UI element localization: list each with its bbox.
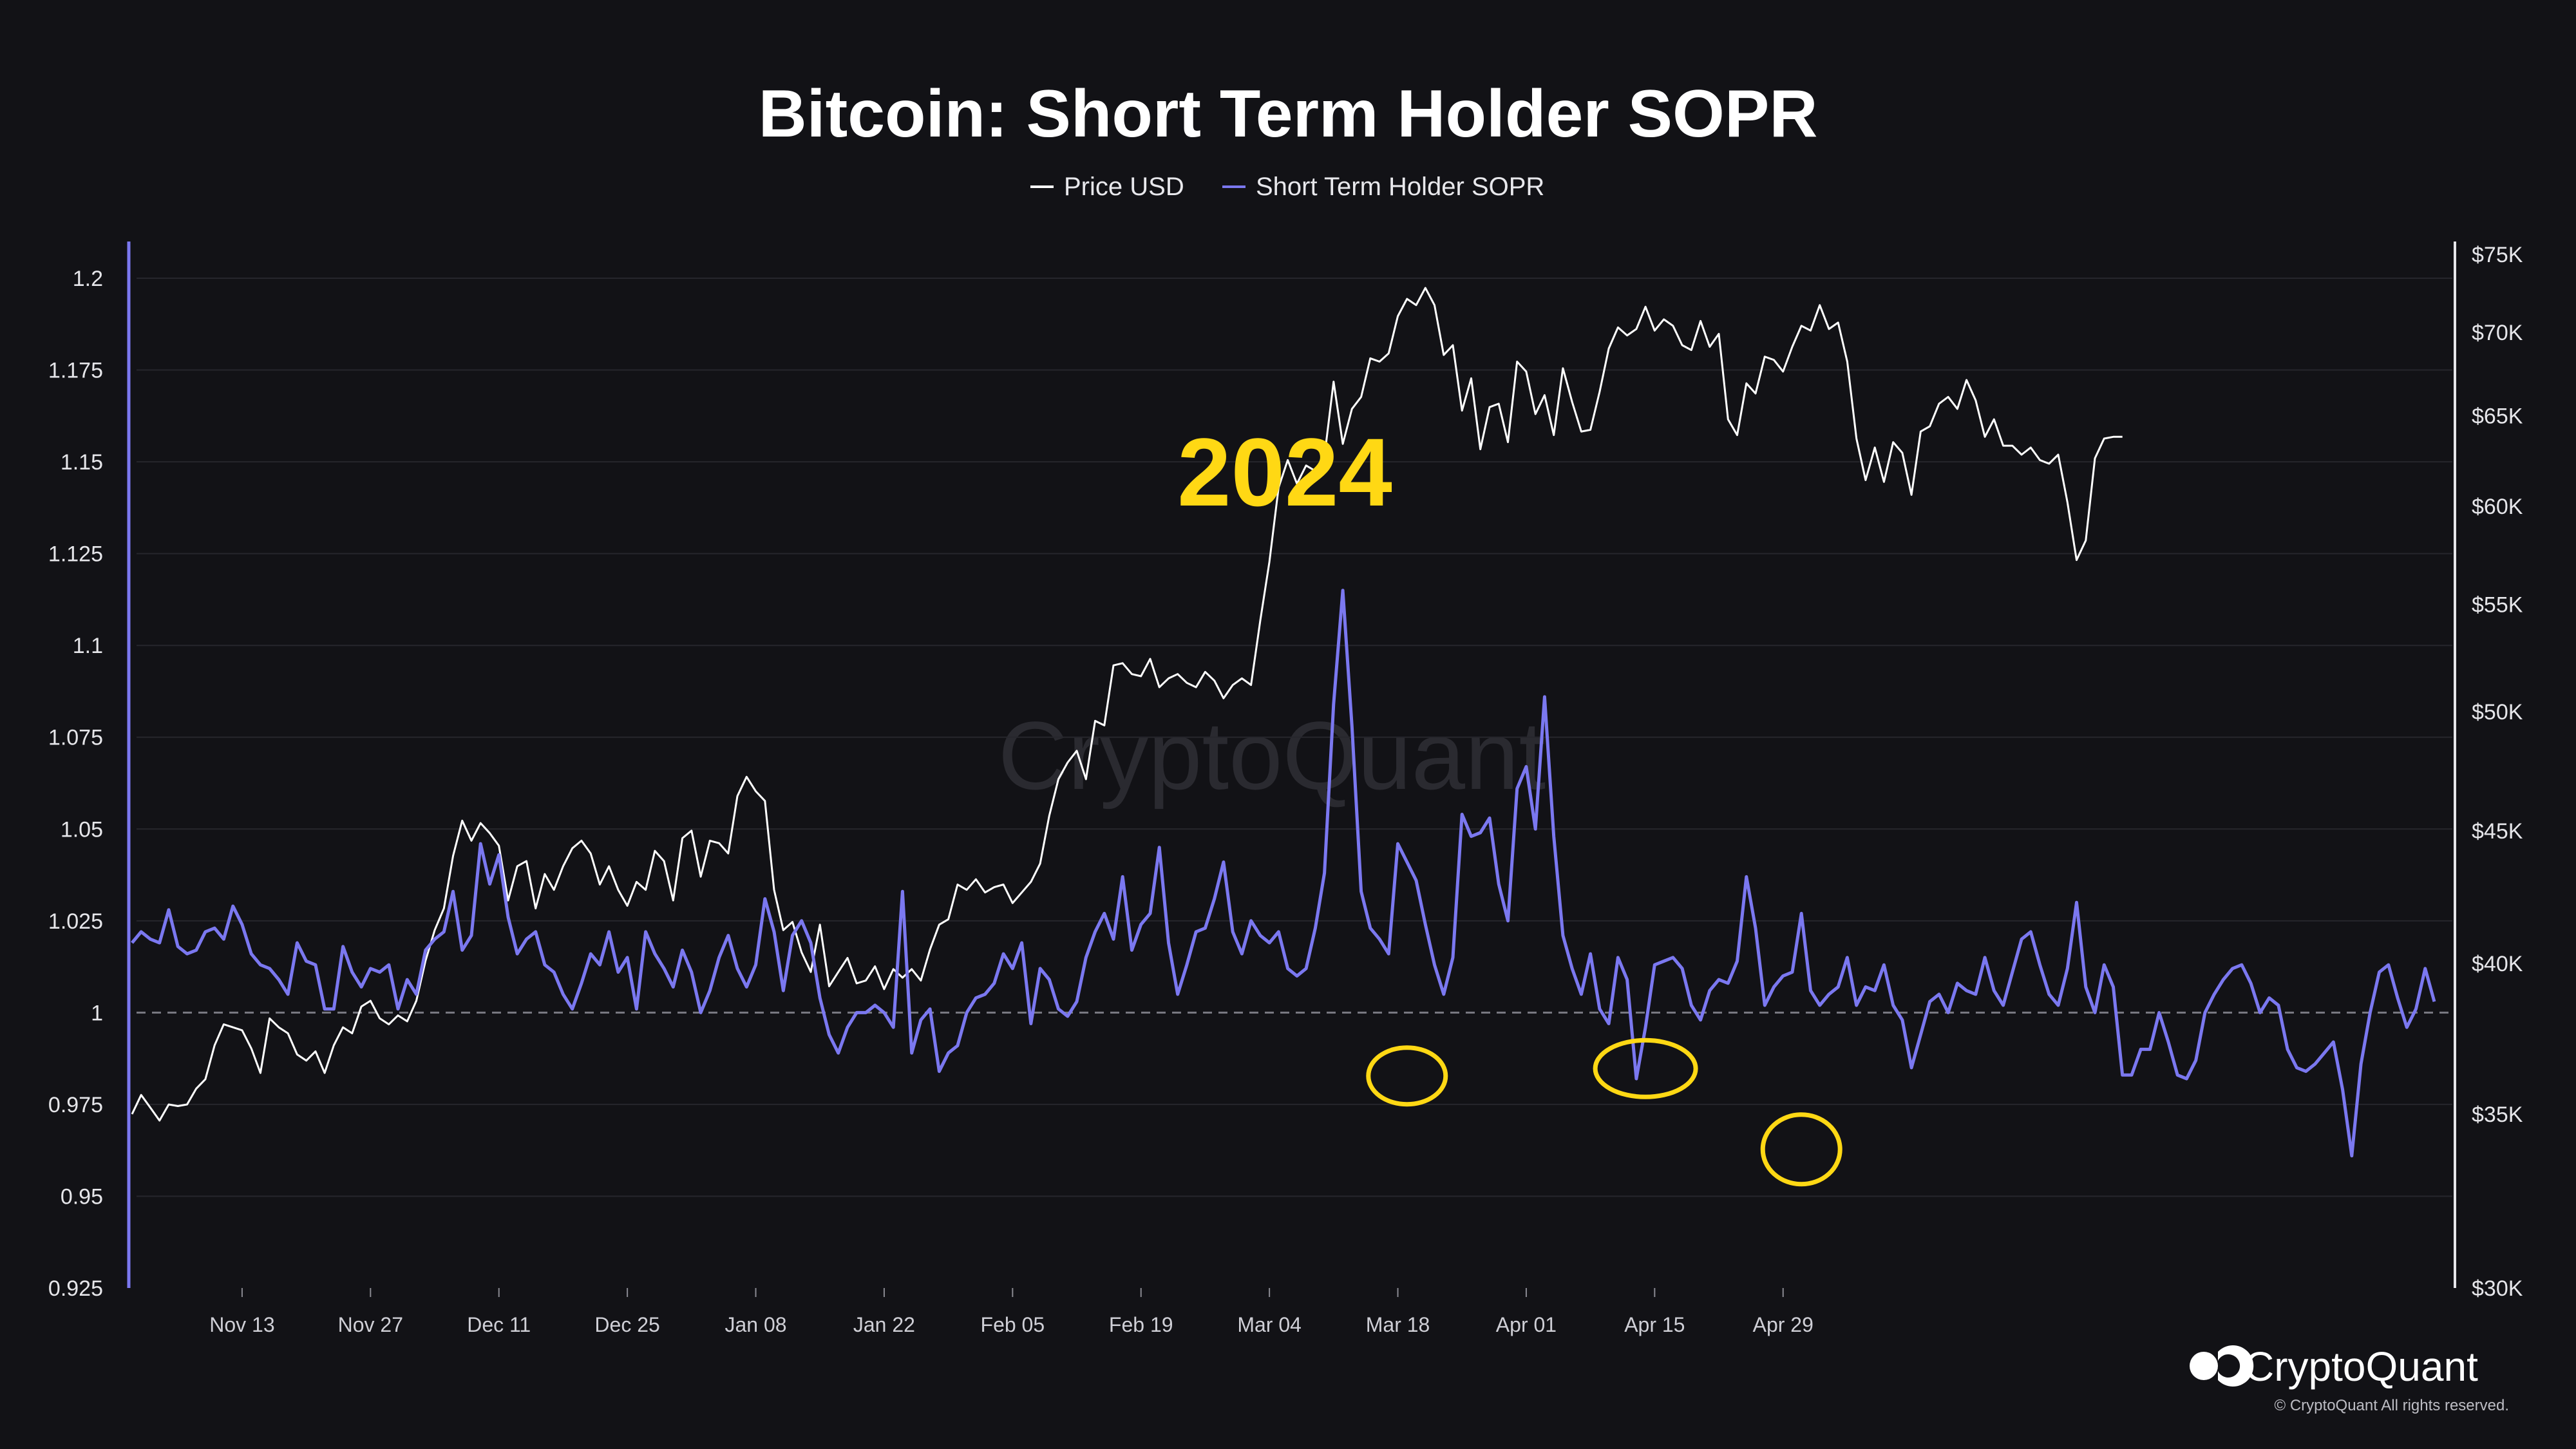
left-tick-label: 1 (91, 1001, 103, 1025)
right-tick-label: $70K (2472, 321, 2523, 345)
year-annotation: 2024 (1177, 418, 1392, 526)
right-tick-label: $75K (2472, 243, 2523, 267)
series-line-sopr (131, 589, 2436, 1158)
brand-logo-icon (2190, 1345, 2254, 1387)
highlight-circle-3 (1760, 1112, 1842, 1187)
left-tick-label: 1.15 (61, 450, 103, 475)
left-tick-label: 1.025 (48, 909, 103, 934)
x-tick-label: Nov 13 (209, 1313, 274, 1336)
x-tick-label: Dec 11 (467, 1313, 531, 1336)
x-tick-label: Dec 25 (594, 1313, 659, 1336)
x-tick-label: Jan 22 (853, 1313, 915, 1336)
x-tick-label: Mar 18 (1366, 1313, 1430, 1336)
x-tick-label: Nov 27 (338, 1313, 403, 1336)
copyright-text: © CryptoQuant All rights reserved. (2275, 1397, 2510, 1414)
legend: Price USD Short Term Holder SOPR (1030, 173, 1544, 201)
left-tick-label: 1.05 (61, 817, 103, 842)
right-tick-label: $55K (2472, 592, 2523, 617)
x-tick-label: Apr 01 (1496, 1313, 1557, 1336)
left-tick-label: 0.95 (61, 1184, 103, 1209)
right-tick-label: $30K (2472, 1276, 2523, 1301)
highlight-circles (1366, 1037, 1842, 1187)
left-tick-label: 1.1 (73, 634, 103, 658)
brand-logo: CryptoQuant © CryptoQuant All rights res… (2190, 1343, 2509, 1414)
right-tick-label: $45K (2472, 819, 2523, 844)
left-axis-ticks: 0.925 0.95 0.975 1 1.025 1.05 1.075 1.1 1.125 1.1… (48, 267, 103, 1301)
right-tick-label: $35K (2472, 1103, 2523, 1127)
x-tick-label: Feb 05 (981, 1313, 1045, 1336)
left-tick-label: 1.175 (48, 359, 103, 383)
watermark-text: CryptoQuant (998, 701, 1546, 810)
right-tick-label: $60K (2472, 495, 2523, 519)
left-tick-label: 0.975 (48, 1093, 103, 1117)
brand-name: CryptoQuant (2244, 1343, 2478, 1390)
x-tick-label: Jan 08 (724, 1313, 786, 1336)
x-tick-label: Mar 04 (1237, 1313, 1302, 1336)
gridlines (137, 278, 2452, 1197)
left-tick-label: 1.2 (73, 267, 103, 291)
left-tick-label: 0.925 (48, 1276, 103, 1301)
left-tick-label: 1.075 (48, 726, 103, 750)
right-tick-label: $65K (2472, 404, 2523, 429)
x-tick-label: Apr 29 (1753, 1313, 1814, 1336)
legend-label-sopr[interactable]: Short Term Holder SOPR (1256, 173, 1544, 201)
x-tick-label: Feb 19 (1109, 1313, 1173, 1336)
highlight-circle-2 (1593, 1037, 1698, 1099)
right-tick-label: $40K (2472, 952, 2523, 976)
right-axis-ticks: $30K $35K $40K $45K $50K $55K $60K $65K $70K $75K (2472, 243, 2523, 1301)
x-axis-ticks: Nov 13 Nov 27 Dec 11 Dec 25 Jan 08 Jan 22 Feb … (209, 1288, 1814, 1336)
x-tick-label: Apr 15 (1624, 1313, 1685, 1336)
legend-label-price[interactable]: Price USD (1064, 173, 1184, 201)
chart-title: Bitcoin: Short Term Holder SOPR (759, 77, 1818, 151)
series-line-price-usd (131, 287, 2123, 1122)
right-tick-label: $50K (2472, 700, 2523, 724)
left-tick-label: 1.125 (48, 542, 103, 567)
highlight-circle-1 (1366, 1045, 1448, 1107)
